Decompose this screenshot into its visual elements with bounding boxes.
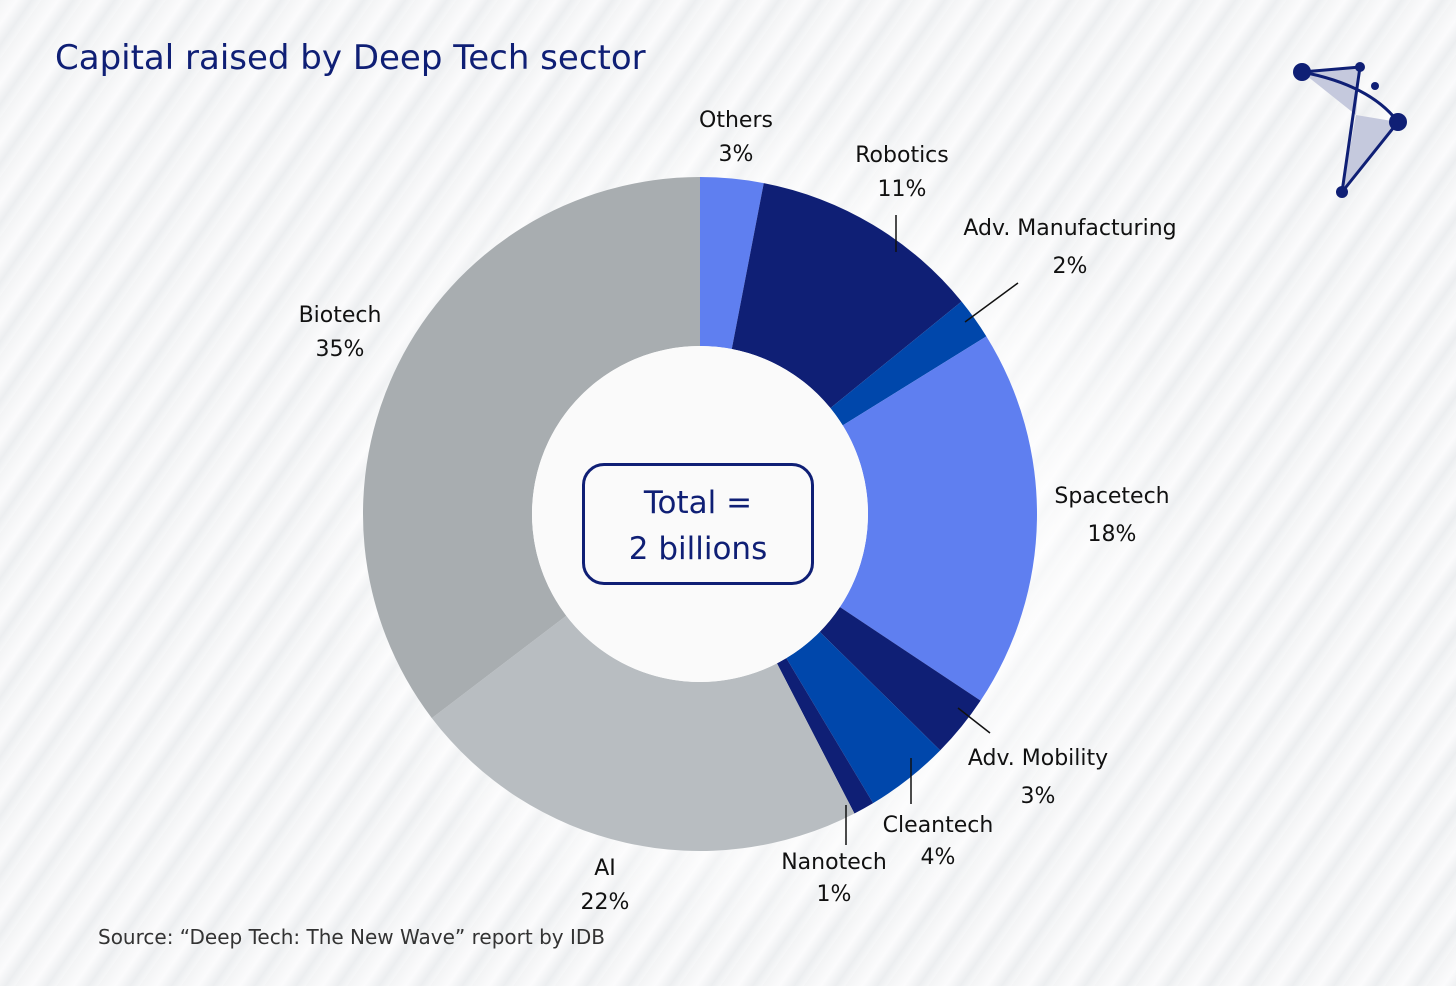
source-note: Source: “Deep Tech: The New Wave” report… <box>98 925 605 949</box>
slice-label-biotech: Biotech 35% <box>298 303 382 362</box>
leader-lines <box>845 215 1019 845</box>
slice-label-nanotech: Nanotech 1% <box>781 850 887 907</box>
chart-title: Capital raised by Deep Tech sector <box>55 38 646 78</box>
logo-icon <box>1293 62 1407 198</box>
slice-adv-mobility <box>819 607 981 751</box>
slice-label-spacetech: Spacetech 18% <box>1054 484 1170 547</box>
leader-line-adv-mobility <box>957 707 991 734</box>
leader-line-adv-manufacturing <box>964 282 1019 323</box>
slice-others <box>700 177 764 350</box>
slice-label-adv-manufacturing: Adv. Manufacturing 2% <box>963 216 1177 279</box>
slice-nanotech <box>776 658 874 814</box>
slice-cleantech <box>786 631 941 804</box>
slice-robotics <box>731 183 962 409</box>
slice-spacetech <box>839 336 1037 701</box>
slice-label-cleantech: Cleantech 4% <box>882 813 994 870</box>
slice-adv-manufacturing <box>830 301 987 426</box>
slice-biotech <box>362 177 700 719</box>
slice-label-robotics: Robotics 11% <box>855 143 949 202</box>
slice-label-ai: AI 22% <box>580 856 630 915</box>
slice-label-adv-mobility: Adv. Mobility 3% <box>967 746 1109 809</box>
slice-label-others: Others 3% <box>699 108 773 167</box>
total-box: Total = 2 billions <box>582 463 814 585</box>
slice-ai <box>431 615 855 851</box>
